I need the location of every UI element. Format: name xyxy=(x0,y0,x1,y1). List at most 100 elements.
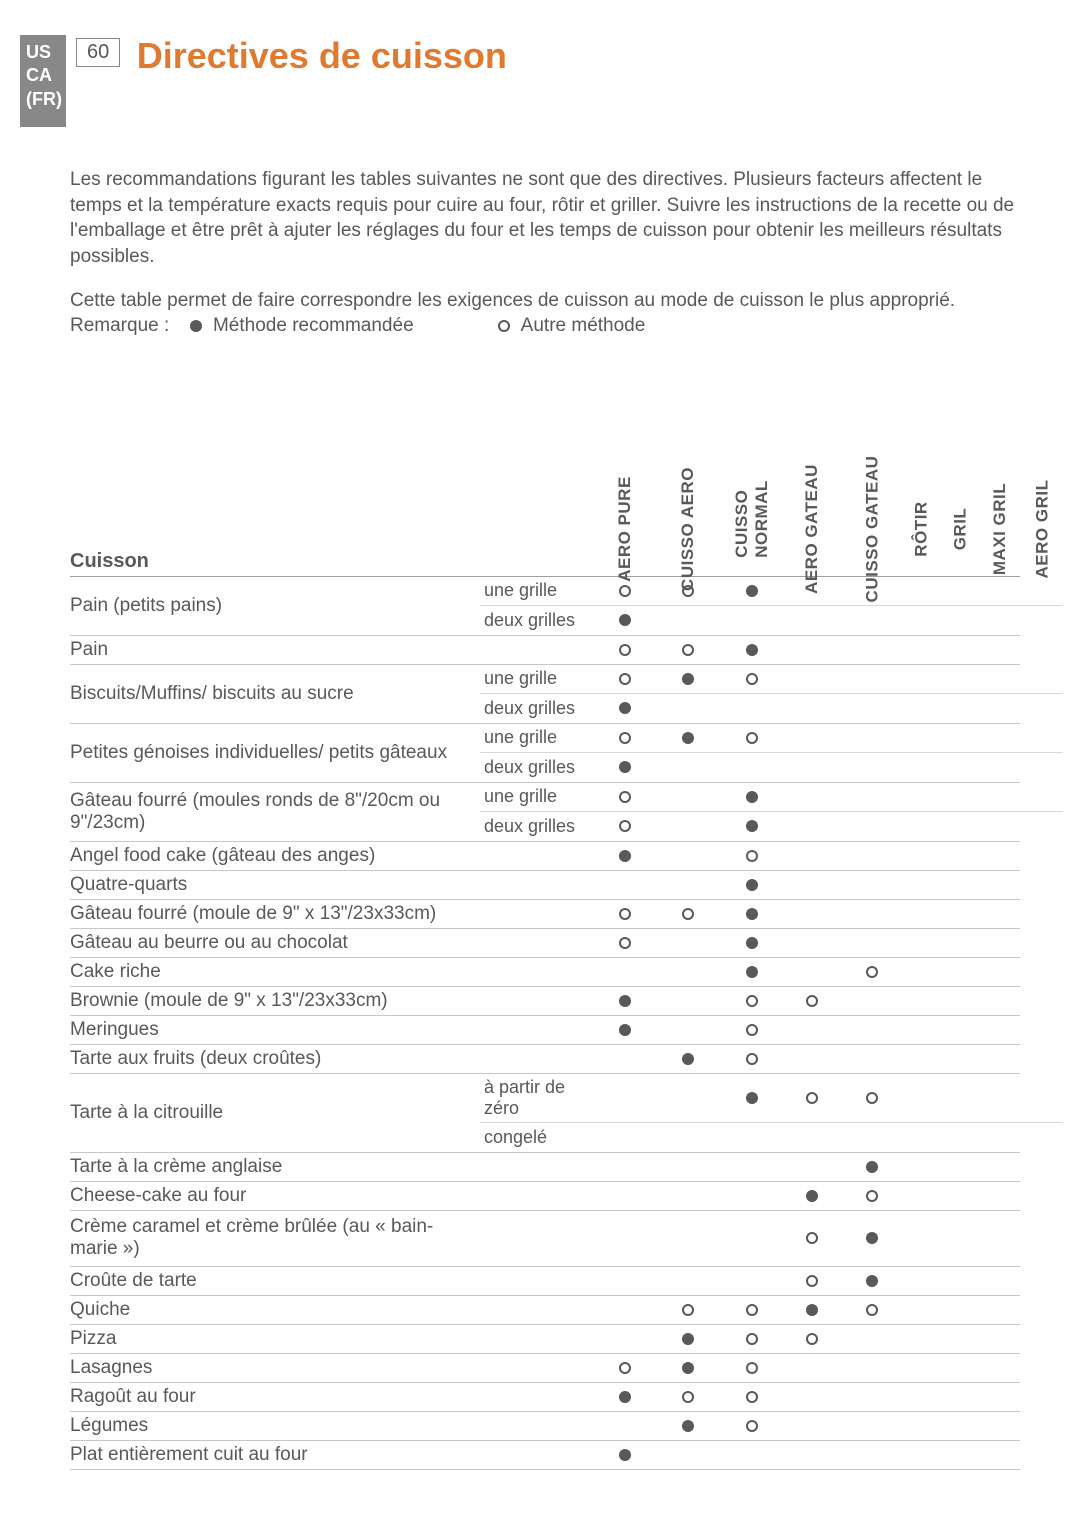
table-row: Crème caramel et crème brûlée (au « bain… xyxy=(70,1211,1020,1267)
sub-row: deux grilles xyxy=(480,753,1063,782)
row-name: Tarte à la crème anglaise xyxy=(70,1153,480,1181)
marker-cell xyxy=(595,1359,655,1377)
marker-cell xyxy=(595,699,655,717)
row-detail xyxy=(480,1164,595,1170)
filled-dot-icon xyxy=(682,732,694,744)
cooking-table: AERO PURECUISSO AEROCUISSONORMALAERO GAT… xyxy=(70,369,1020,1470)
open-dot-icon xyxy=(746,995,758,1007)
marker-cell xyxy=(655,1417,721,1435)
marker-cell xyxy=(721,992,783,1010)
filled-dot-icon xyxy=(619,1449,631,1461)
row-name: Meringues xyxy=(70,1016,480,1044)
column-header: CUISSO GATEAU xyxy=(841,519,903,539)
table-row-group: Gâteau fourré (moules ronds de 8"/20cm o… xyxy=(70,783,1020,842)
marker-cell xyxy=(595,788,655,806)
page-number: 60 xyxy=(76,38,120,67)
filled-dot-icon xyxy=(619,850,631,862)
intro-para-2: Cette table permet de faire correspondre… xyxy=(70,288,1020,339)
row-name: Cake riche xyxy=(70,958,480,986)
filled-dot-icon xyxy=(746,908,758,920)
filled-dot-icon xyxy=(806,1190,818,1202)
filled-dot-icon xyxy=(619,1024,631,1036)
filled-dot-icon xyxy=(682,673,694,685)
table-row: Plat entièrement cuit au four xyxy=(70,1441,1020,1470)
marker-cell xyxy=(595,1021,655,1039)
filled-dot-icon xyxy=(806,1304,818,1316)
table-row-group: Tarte à la citrouilleà partir de zérocon… xyxy=(70,1074,1020,1153)
marker-cell xyxy=(721,963,783,981)
marker-cell xyxy=(595,1388,655,1406)
marker-cell xyxy=(721,876,783,894)
filled-dot-icon xyxy=(746,1092,758,1104)
sub-row: à partir de zéro xyxy=(480,1074,1063,1123)
sub-row: congelé xyxy=(480,1123,1063,1152)
open-dot-icon xyxy=(746,1333,758,1345)
open-dot-icon xyxy=(746,732,758,744)
table-row: Croûte de tarte xyxy=(70,1267,1020,1296)
table-row: Brownie (moule de 9" x 13"/23x33cm) xyxy=(70,987,1020,1016)
table-row: Tarte aux fruits (deux croûtes) xyxy=(70,1045,1020,1074)
table-row: Quatre-quarts xyxy=(70,871,1020,900)
sub-row: une grille xyxy=(480,577,1063,606)
row-name: Pizza xyxy=(70,1325,480,1353)
table-row: Lasagnes xyxy=(70,1354,1020,1383)
table-row: Légumes xyxy=(70,1412,1020,1441)
table-row-group: Petites génoises individuelles/ petits g… xyxy=(70,724,1020,783)
marker-cell xyxy=(655,641,721,659)
row-detail xyxy=(480,1056,595,1062)
marker-cell xyxy=(721,905,783,923)
marker-cell xyxy=(721,1050,783,1068)
page: US CA (FR) 60 Directives de cuisson Les … xyxy=(0,0,1080,1510)
open-dot-icon xyxy=(806,1092,818,1104)
open-dot-icon xyxy=(746,1420,758,1432)
column-header: AERO GATEAU xyxy=(783,519,841,539)
row-name: Gâteau fourré (moule de 9" x 13"/23x33cm… xyxy=(70,900,595,928)
marker-cell xyxy=(721,934,783,952)
marker-cell xyxy=(595,611,655,629)
row-detail: deux grilles xyxy=(480,695,595,722)
filled-dot-icon xyxy=(190,320,202,332)
open-dot-icon xyxy=(806,1333,818,1345)
row-detail xyxy=(480,1336,595,1342)
row-detail xyxy=(480,1235,595,1241)
row-detail xyxy=(480,969,595,975)
column-header: GRIL xyxy=(941,519,979,539)
marker-cell xyxy=(721,817,783,835)
open-dot-icon xyxy=(806,995,818,1007)
marker-cell xyxy=(655,1301,721,1319)
row-detail xyxy=(480,1027,595,1033)
row-name: Tarte aux fruits (deux croûtes) xyxy=(70,1045,480,1073)
filled-dot-icon xyxy=(746,644,758,656)
row-name: Biscuits/Muffins/ biscuits au sucre xyxy=(70,665,480,723)
open-dot-icon xyxy=(866,966,878,978)
marker-cell xyxy=(595,670,655,688)
marker-cell xyxy=(721,670,783,688)
row-detail xyxy=(480,1394,595,1400)
open-dot-icon xyxy=(746,1304,758,1316)
marker-cell xyxy=(595,817,655,835)
marker-cell xyxy=(655,1050,721,1068)
marker-cell xyxy=(841,1187,903,1205)
marker-cell xyxy=(783,992,841,1010)
marker-cell xyxy=(721,1359,783,1377)
marker-cell xyxy=(595,1446,655,1464)
table-row: Cheese-cake au four xyxy=(70,1182,1020,1211)
row-detail xyxy=(480,1452,595,1458)
row-name: Crème caramel et crème brûlée (au « bain… xyxy=(70,1213,480,1263)
open-dot-icon xyxy=(619,937,631,949)
filled-dot-icon xyxy=(746,879,758,891)
marker-cell xyxy=(783,1330,841,1348)
row-detail: congelé xyxy=(480,1124,595,1151)
open-dot-icon xyxy=(619,732,631,744)
marker-cell xyxy=(655,1388,721,1406)
filled-dot-icon xyxy=(746,966,758,978)
row-name: Gâteau au beurre ou au chocolat xyxy=(70,929,480,957)
sub-row: une grille xyxy=(480,783,1063,812)
filled-dot-icon xyxy=(682,1362,694,1374)
row-name: Pain (petits pains) xyxy=(70,577,480,635)
marker-cell xyxy=(721,788,783,806)
marker-cell xyxy=(595,934,655,952)
sub-row: deux grilles xyxy=(480,812,1063,841)
open-dot-icon xyxy=(746,1362,758,1374)
filled-dot-icon xyxy=(746,585,758,597)
